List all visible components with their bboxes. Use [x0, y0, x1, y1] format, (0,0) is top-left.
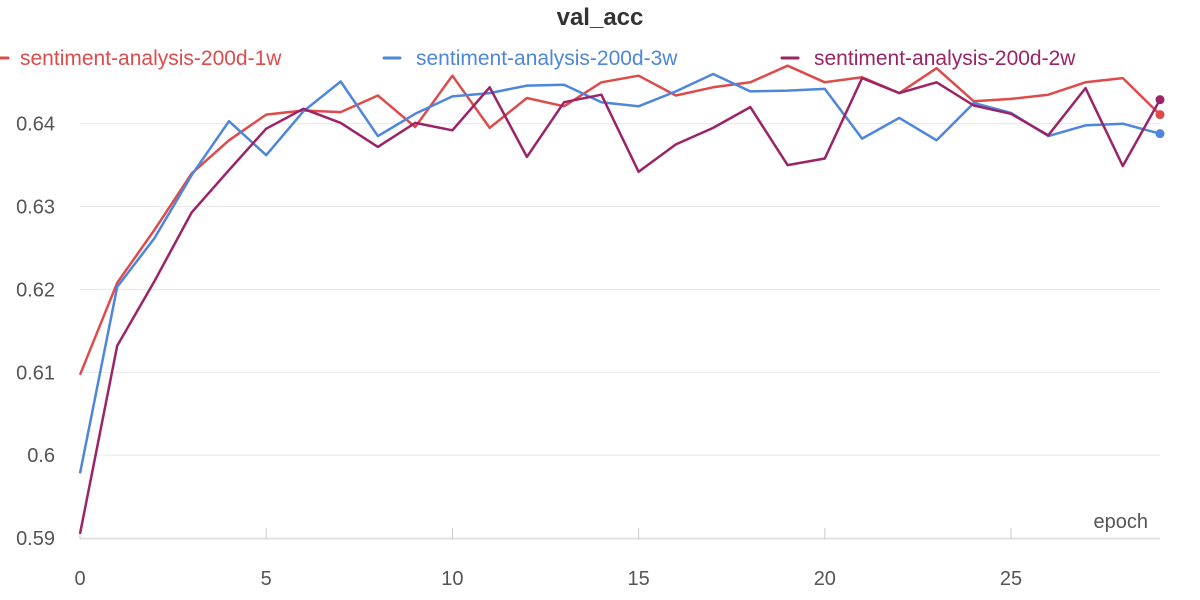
x-tick-label: 20 [814, 568, 836, 590]
x-axis-label: epoch [1094, 511, 1149, 533]
series-end-point-1 [1155, 110, 1165, 120]
series-end-point-3 [1155, 95, 1165, 105]
x-tick-label: 15 [627, 568, 649, 590]
y-tick-label: 0.64 [16, 114, 55, 136]
x-tick-label: 0 [74, 568, 85, 590]
y-tick-label: 0.62 [16, 279, 55, 301]
series-group [78, 64, 1165, 535]
legend-label-2[interactable]: sentiment-analysis-200d-3w [416, 47, 678, 70]
series-line-2 [78, 72, 1161, 474]
legend: sentiment-analysis-200d-1w sentiment-anal… [0, 47, 1076, 70]
x-tick-label: 10 [441, 568, 463, 590]
legend-label-1[interactable]: sentiment-analysis-200d-1w [20, 47, 282, 70]
chart-title: val_acc [557, 4, 644, 31]
y-tick-label: 0.59 [16, 528, 55, 550]
series-end-point-2 [1155, 129, 1165, 139]
x-tick-label: 25 [1000, 568, 1022, 590]
grid-lines [80, 123, 1160, 539]
x-tick-label: 5 [261, 568, 272, 590]
y-tick-label: 0.61 [16, 362, 55, 384]
y-tick-label: 0.63 [16, 197, 55, 219]
legend-label-3[interactable]: sentiment-analysis-200d-2w [814, 47, 1076, 70]
series-line-1 [78, 64, 1161, 376]
axes: 0.59 0.6 0.61 0.62 0.63 0.64 0 5 10 15 20 25 [16, 114, 1160, 590]
y-tick-label: 0.6 [27, 445, 55, 467]
series-line-3 [78, 76, 1162, 535]
